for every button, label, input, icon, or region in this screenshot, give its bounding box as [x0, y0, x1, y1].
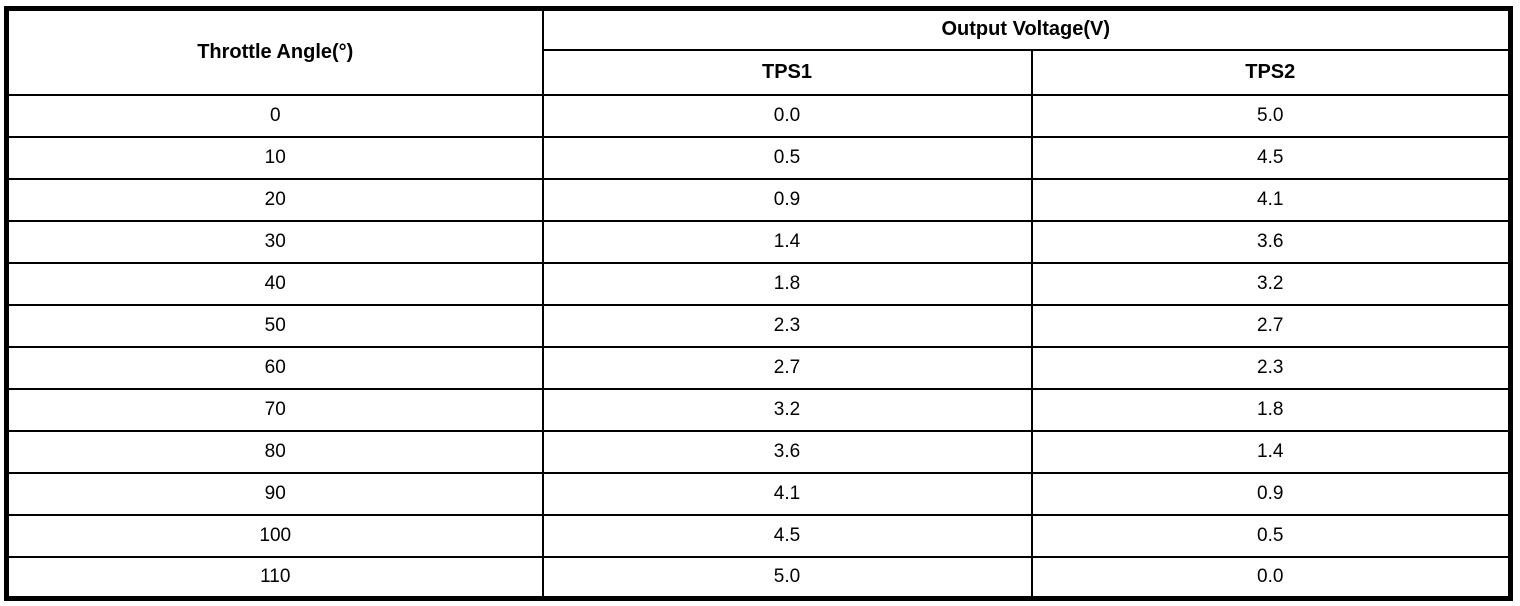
- tps1-voltage-cell: 3.2: [541, 387, 1033, 432]
- throttle-angle-cell: 100: [5, 513, 544, 558]
- tps1-voltage-cell: 1.8: [541, 261, 1033, 306]
- throttle-angle-cell: 80: [5, 429, 544, 474]
- table-header-row-2: TPS1 TPS2: [7, 48, 1512, 96]
- throttle-angle-cell: 90: [5, 471, 544, 516]
- tps1-voltage-cell: 5.0: [541, 555, 1033, 600]
- table-row: 80 3.6 1.4: [5, 429, 1512, 474]
- table-row: 0 0.0 5.0: [5, 93, 1512, 138]
- tps1-voltage-cell: 4.1: [541, 471, 1033, 516]
- tps1-voltage-cell: 2.7: [541, 345, 1033, 390]
- throttle-angle-cell: 30: [5, 219, 544, 264]
- table-row: 40 1.8 3.2: [5, 261, 1512, 306]
- tps2-voltage-cell: 1.4: [1030, 429, 1512, 474]
- throttle-angle-cell: 70: [5, 387, 544, 432]
- tps2-voltage-cell: 5.0: [1030, 93, 1512, 138]
- table-row: 110 5.0 0.0: [5, 555, 1512, 600]
- table-row: 90 4.1 0.9: [5, 471, 1512, 516]
- tps1-voltage-cell: 0.5: [541, 135, 1033, 180]
- table-row: 60 2.7 2.3: [5, 345, 1512, 390]
- throttle-angle-cell: 110: [5, 555, 544, 600]
- tps2-column-header: TPS2: [1030, 48, 1512, 96]
- tps2-voltage-cell: 1.8: [1030, 387, 1512, 432]
- throttle-angle-cell: 10: [5, 135, 544, 180]
- tps1-voltage-cell: 0.0: [541, 93, 1033, 138]
- table-header-row-1: Throttle Angle(°) Output Voltage(V): [5, 7, 1512, 96]
- tps2-voltage-cell: 3.2: [1030, 261, 1512, 306]
- tps2-voltage-cell: 2.7: [1030, 303, 1512, 348]
- tps2-voltage-cell: 3.6: [1030, 219, 1512, 264]
- tps1-voltage-cell: 3.6: [541, 429, 1033, 474]
- table-row: 70 3.2 1.8: [5, 387, 1512, 432]
- table-row: 20 0.9 4.1: [5, 177, 1512, 222]
- table-row: 30 1.4 3.6: [5, 219, 1512, 264]
- tps1-voltage-cell: 2.3: [541, 303, 1033, 348]
- throttle-position-sensor-table: Throttle Angle(°) Output Voltage(V) TPS1…: [4, 6, 1513, 601]
- throttle-angle-cell: 50: [5, 303, 544, 348]
- tps2-voltage-cell: 0.0: [1030, 555, 1512, 600]
- throttle-angle-cell: 60: [5, 345, 544, 390]
- tps2-voltage-cell: 0.5: [1030, 513, 1512, 558]
- table-row: 100 4.5 0.5: [5, 513, 1512, 558]
- tps2-voltage-cell: 0.9: [1030, 471, 1512, 516]
- throttle-angle-cell: 0: [5, 93, 544, 138]
- tps1-column-header: TPS1: [541, 48, 1033, 96]
- tps1-voltage-cell: 1.4: [541, 219, 1033, 264]
- tps2-voltage-cell: 4.1: [1030, 177, 1512, 222]
- output-voltage-group-header: Output Voltage(V): [541, 7, 1512, 51]
- tps1-voltage-cell: 0.9: [541, 177, 1033, 222]
- table-row: 10 0.5 4.5: [5, 135, 1512, 180]
- tps2-voltage-cell: 4.5: [1030, 135, 1512, 180]
- throttle-angle-cell: 40: [5, 261, 544, 306]
- throttle-angle-column-header: Throttle Angle(°): [5, 7, 544, 96]
- tps2-voltage-cell: 2.3: [1030, 345, 1512, 390]
- tps1-voltage-cell: 4.5: [541, 513, 1033, 558]
- table-row: 50 2.3 2.7: [5, 303, 1512, 348]
- throttle-angle-cell: 20: [5, 177, 544, 222]
